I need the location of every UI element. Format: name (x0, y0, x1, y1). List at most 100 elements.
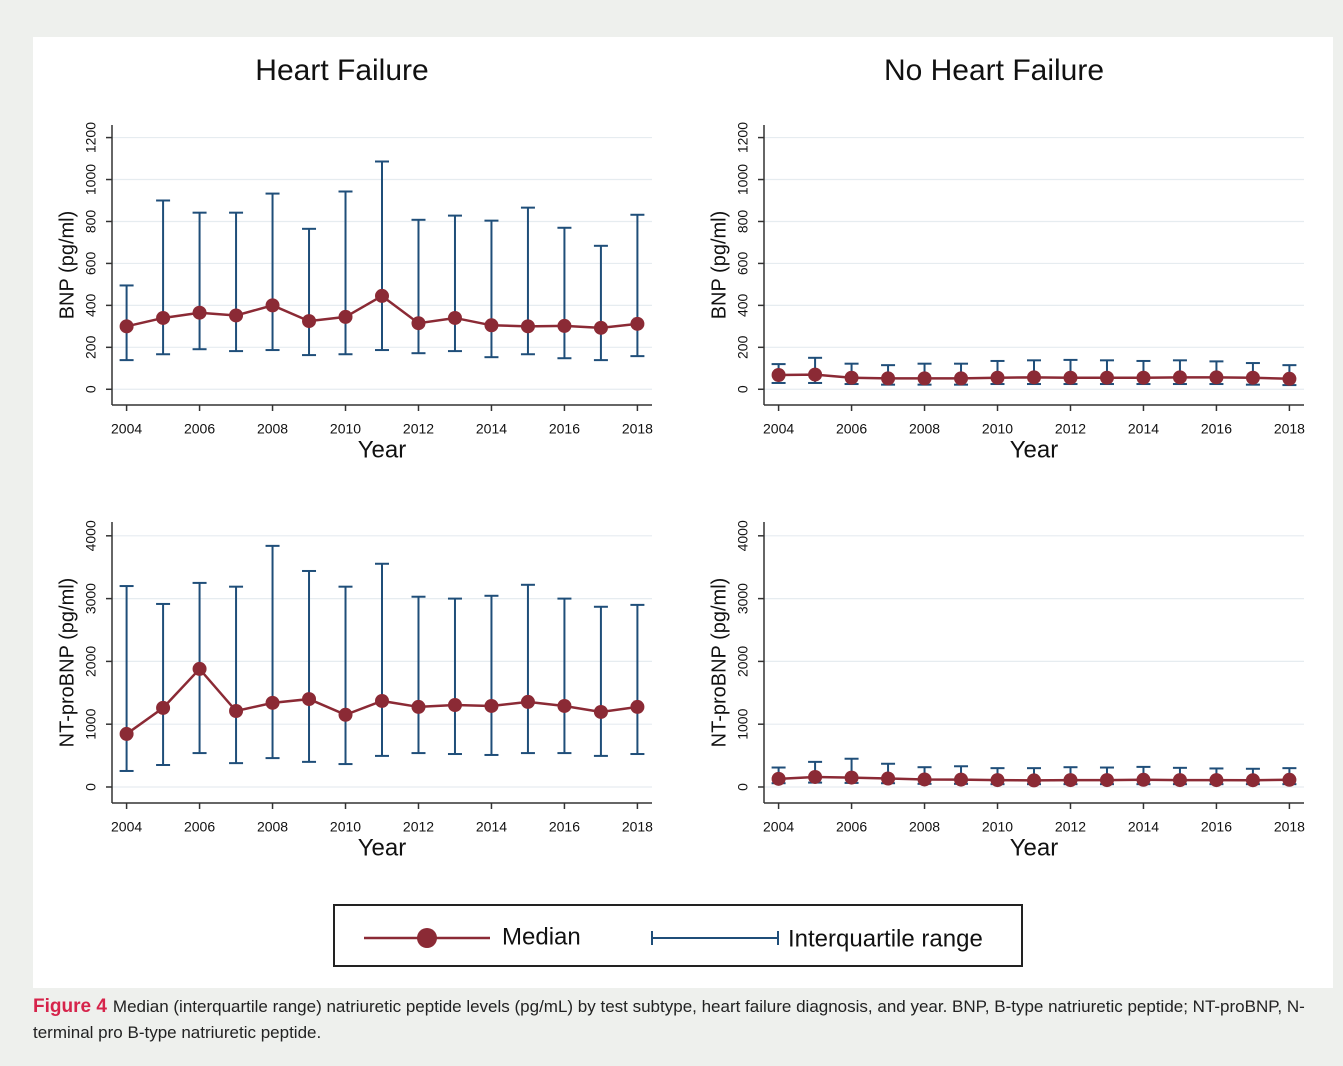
median-point (484, 318, 499, 333)
x-tick-label: 2016 (549, 819, 580, 835)
median-point (520, 694, 535, 709)
median-point (338, 309, 353, 324)
x-tick-label: 2010 (330, 819, 361, 835)
error-bar (411, 218, 426, 355)
x-tick-label: 2012 (1055, 819, 1086, 835)
panel-title: Heart Failure (255, 54, 428, 87)
error-bar (192, 211, 207, 351)
x-tick-label: 2004 (111, 819, 142, 835)
error-bar (484, 594, 499, 756)
caption-label: Figure 4 (33, 996, 107, 1017)
median-point (771, 771, 786, 786)
x-axis-label: Year (1010, 436, 1059, 463)
y-tick-label: 4000 (83, 520, 99, 551)
median-point (1099, 773, 1114, 788)
error-bar (265, 192, 280, 352)
error-bar (484, 219, 499, 359)
y-tick-label: 1000 (735, 708, 751, 739)
median-point (1245, 370, 1260, 385)
x-tick-label: 2004 (763, 421, 794, 437)
x-tick-label: 2010 (982, 421, 1013, 437)
median-point (1136, 370, 1151, 385)
y-tick-label: 0 (83, 385, 99, 393)
error-bar (302, 227, 317, 357)
median-point (557, 318, 572, 333)
x-tick-label: 2008 (909, 819, 940, 835)
median-point (808, 769, 823, 784)
y-tick-label: 4000 (735, 520, 751, 551)
y-tick-label: 1000 (83, 164, 99, 195)
median-point (302, 692, 317, 707)
caption-text: Median (interquartile range) natriuretic… (33, 997, 1305, 1042)
error-bar (338, 585, 353, 766)
error-bar (447, 214, 462, 353)
x-tick-label: 2006 (184, 819, 215, 835)
y-tick-label: 1200 (735, 122, 751, 153)
median-point (411, 699, 426, 714)
x-tick-label: 2004 (763, 819, 794, 835)
median-point (156, 310, 171, 325)
error-bar (302, 569, 317, 763)
median-point (447, 310, 462, 325)
median-point (954, 772, 969, 787)
y-tick-label: 1000 (735, 164, 751, 195)
median-point (302, 314, 317, 329)
median-point (192, 305, 207, 320)
x-tick-label: 2006 (836, 421, 867, 437)
error-bar (630, 603, 645, 756)
x-axis-label: Year (358, 436, 407, 463)
median-point (1282, 772, 1297, 787)
median-point (593, 704, 608, 719)
median-point (1027, 370, 1041, 385)
x-tick-label: 2012 (1055, 421, 1086, 437)
median-point (1172, 773, 1187, 788)
error-bar (265, 544, 280, 760)
x-tick-label: 2018 (1274, 421, 1305, 437)
y-tick-label: 1200 (83, 122, 99, 153)
median-point (1282, 371, 1297, 386)
x-axis-label: Year (358, 834, 407, 861)
x-tick-label: 2014 (1128, 421, 1159, 437)
y-tick-label: 2000 (735, 646, 751, 677)
legend-box (333, 904, 1023, 967)
y-tick-label: 0 (83, 783, 99, 791)
x-tick-label: 2008 (257, 421, 288, 437)
median-point (844, 370, 859, 385)
error-bar (447, 597, 462, 756)
y-tick-label: 0 (735, 385, 751, 393)
median-point (484, 698, 499, 713)
median-point (1245, 773, 1260, 788)
error-bar (411, 595, 426, 755)
y-axis-label: NT-proBNP (pg/ml) (56, 578, 78, 748)
caption: Figure 4 Median (interquartile range) nat… (33, 994, 1333, 1046)
error-bar (375, 160, 389, 352)
median-point (808, 367, 823, 382)
error-bar (338, 190, 353, 356)
error-bar (375, 562, 389, 757)
x-tick-label: 2008 (909, 421, 940, 437)
x-tick-label: 2016 (1201, 819, 1232, 835)
median-point (954, 371, 969, 386)
median-point (119, 319, 134, 334)
error-bar (630, 213, 645, 358)
y-tick-label: 3000 (735, 583, 751, 614)
median-point (265, 695, 280, 710)
median-point (917, 772, 932, 787)
error-bar (520, 583, 535, 755)
median-point (1063, 370, 1078, 385)
x-tick-label: 2004 (111, 421, 142, 437)
median-point (1172, 370, 1187, 385)
y-tick-label: 3000 (83, 583, 99, 614)
median-point (156, 700, 171, 715)
x-tick-label: 2016 (1201, 421, 1232, 437)
x-tick-label: 2018 (622, 421, 653, 437)
y-tick-label: 1000 (83, 708, 99, 739)
error-bar (229, 585, 244, 765)
x-tick-label: 2010 (330, 421, 361, 437)
legend-label: Median (502, 923, 581, 950)
median-point (411, 316, 426, 331)
x-tick-label: 2014 (476, 819, 507, 835)
median-point (1027, 773, 1041, 788)
